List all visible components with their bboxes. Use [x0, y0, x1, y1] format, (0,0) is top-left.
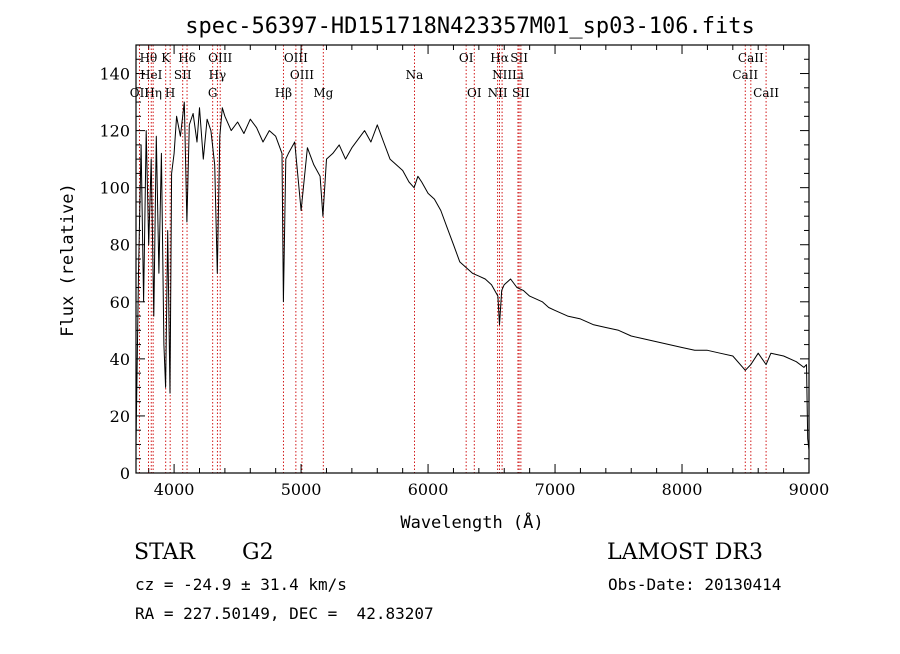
redshift-text: cz = -24.9 ± 31.4 km/s	[135, 575, 347, 594]
line-marker-label: CaII	[738, 51, 764, 65]
line-marker-label: NII	[488, 86, 508, 100]
y-tick-label: 40	[110, 350, 130, 369]
line-marker-label: Mg	[313, 86, 333, 100]
y-tick-label: 140	[99, 65, 130, 84]
y-tick-label: 60	[110, 293, 130, 312]
line-marker-label: OI	[467, 86, 482, 100]
line-marker-label: SII	[512, 86, 530, 100]
line-marker-label: CaII	[732, 68, 758, 82]
x-tick-label: 6000	[408, 480, 449, 499]
line-marker-label: K	[161, 51, 171, 65]
line-marker-label: Li	[512, 68, 524, 82]
survey-name: LAMOST DR3	[607, 540, 763, 565]
y-tick-label: 120	[99, 122, 130, 141]
line-marker-label: Hγ	[209, 68, 227, 82]
coordinates-text: RA = 227.50149, DEC = 42.83207	[135, 604, 434, 623]
x-tick-label: 9000	[789, 480, 830, 499]
x-tick-label: 4000	[154, 480, 195, 499]
line-marker-label: OI	[459, 51, 474, 65]
obs-date-text: Obs-Date: 20130414	[608, 575, 782, 594]
plot-frame	[135, 44, 810, 474]
y-tick-label: 100	[99, 179, 130, 198]
line-marker-label: Hη	[144, 86, 162, 100]
x-tick-label: 5000	[281, 480, 322, 499]
line-marker-label: OII	[130, 86, 150, 100]
line-marker-label: HeI	[140, 68, 163, 82]
line-marker-label: NII	[492, 68, 512, 82]
chart-title: spec-56397-HD151718N423357M01_sp03-106.f…	[185, 14, 755, 39]
spectrum-flux-line	[135, 101, 810, 451]
line-marker-label: OIII	[290, 68, 314, 82]
line-marker-label: Hδ	[178, 51, 196, 65]
line-marker-label: SII	[174, 68, 192, 82]
y-tick-label: 0	[120, 464, 130, 483]
x-tick-label: 8000	[662, 480, 703, 499]
line-marker-label: SII	[510, 51, 528, 65]
line-marker-label: Hθ	[140, 51, 158, 65]
x-axis-label: Wavelength (Å)	[400, 511, 543, 533]
line-marker-label: G	[208, 86, 218, 100]
spectral-subclass: G2	[242, 540, 274, 565]
x-tick-label: 7000	[535, 480, 576, 499]
line-marker-label: Hα	[490, 51, 509, 65]
y-tick-label: 20	[110, 407, 130, 426]
line-marker-label: Na	[406, 68, 424, 82]
line-marker-label: CaII	[753, 86, 779, 100]
line-marker-label: H	[165, 86, 175, 100]
y-axis-label: Flux (relative)	[58, 183, 78, 337]
y-tick-label: 80	[110, 236, 130, 255]
object-class: STAR	[134, 540, 195, 565]
line-marker-label: OIII	[208, 51, 232, 65]
line-marker-label: OIII	[284, 51, 308, 65]
line-marker-label: Hβ	[275, 86, 292, 100]
